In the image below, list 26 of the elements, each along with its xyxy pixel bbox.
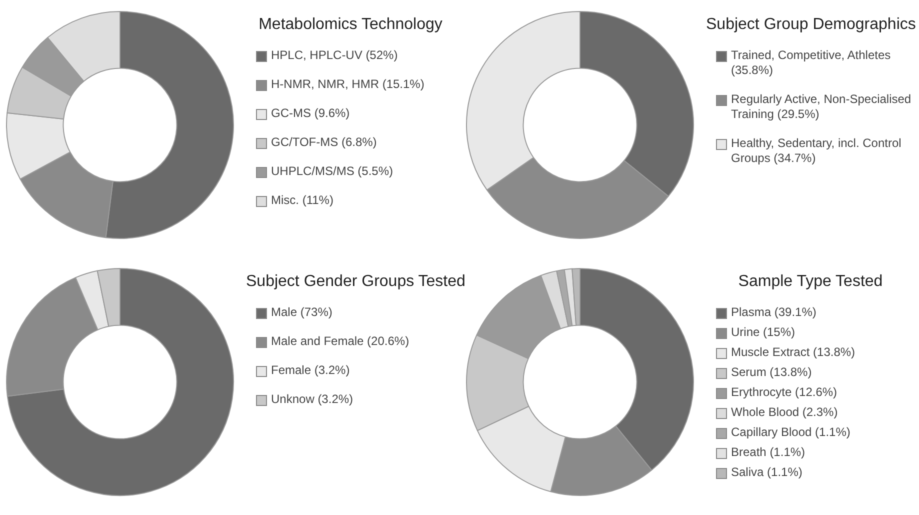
chart-title: Sample Type Tested [737,273,884,291]
legend-label: Healthy, Sedentary, incl. Control Groups (34.7%) [731,136,902,166]
legend-label: Capillary Blood (1.1%) [731,425,850,440]
legend-label: Muscle Extract (13.8%) [731,345,856,360]
legend-label: Male and Female (20.6%) [271,334,410,349]
chart-title: Subject Group Demographics [706,16,916,34]
legend-label: Female (3.2%) [271,363,350,378]
legend-label: H-NMR, NMR, HMR (15.1%) [271,77,424,92]
legend-label: Unknow (3.2%) [271,392,354,407]
legend-label: Whole Blood (2.3%) [731,405,838,420]
legend-label: Urine (15%) [731,325,796,340]
chart-title: Subject Gender Groups Tested [246,273,466,291]
legend-label: UHPLC/MS/MS (5.5%) [271,164,394,179]
legend-label: Saliva (1.1%) [731,465,802,480]
legend-label: Trained, Competitive, Athletes (35.8%) [731,48,892,78]
legend-label: Serum (13.8%) [731,365,812,380]
legend-label: GC/TOF-MS (6.8%) [271,135,377,150]
legend-label: HPLC, HPLC-UV (52%) [271,48,398,63]
legend-label: Breath (1.1%) [731,445,806,460]
legend-label: Misc. (11%) [271,193,334,208]
legend-label: Plasma (39.1%) [731,305,816,320]
legend-label: GC-MS (9.6%) [271,106,350,121]
legend-label: Male (73%) [271,305,332,320]
chart-title: Metabolomics Technology [258,16,444,34]
legend-label: Erythrocyte (12.6%) [731,385,838,400]
legend-label: Regularly Active, Non-Specialised Training (29.5%) [731,92,912,122]
